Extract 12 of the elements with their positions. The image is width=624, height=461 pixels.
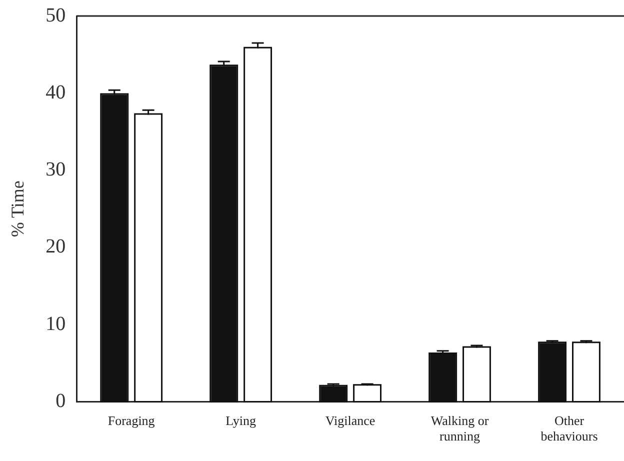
- y-tick-label: 50: [46, 4, 66, 26]
- y-tick-label: 20: [46, 236, 66, 258]
- y-tick-label: 40: [46, 81, 66, 104]
- x-tick-label: Walking or running: [430, 413, 490, 444]
- y-tick-label: 0: [56, 390, 66, 412]
- x-tick-label: Lying: [226, 413, 256, 428]
- x-tick-label: Other behaviours: [540, 413, 598, 444]
- x-tick-label: Foraging: [108, 413, 156, 428]
- y-tick-label: 10: [46, 312, 66, 335]
- x-tick-label: Vigilance: [325, 413, 376, 428]
- y-tick-label: 30: [46, 158, 66, 181]
- y-axis-title: % Time: [8, 180, 28, 238]
